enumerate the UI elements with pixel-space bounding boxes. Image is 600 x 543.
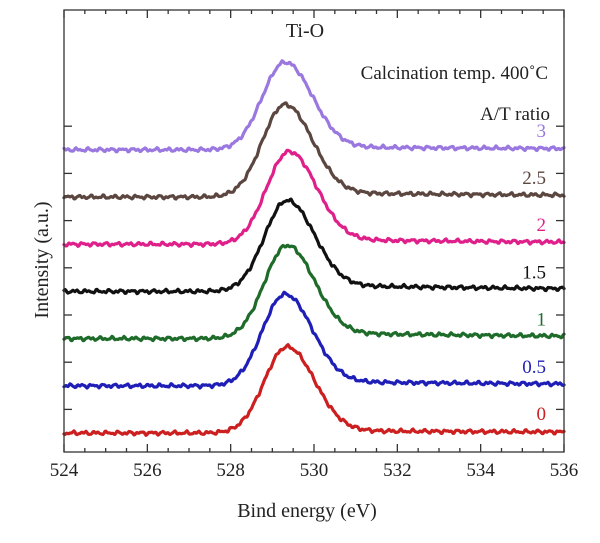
legend-title: A/T ratio [480, 104, 550, 125]
spectra-curves [62, 59, 566, 437]
chart-title: Ti-O [286, 20, 324, 42]
x-axis-label: Bind energy (eV) [237, 500, 377, 522]
series-curve [62, 101, 566, 201]
series-curve [62, 59, 566, 154]
series-label: 0.5 [522, 357, 546, 378]
series-curve [62, 148, 566, 248]
series-labels: 0 0.5 1 1.5 2 2.5 3 [522, 121, 546, 425]
series-label: 0 [537, 404, 547, 425]
x-tick-label: 532 [383, 460, 412, 481]
series-label: 2 [537, 215, 547, 236]
series-curve [62, 197, 566, 296]
x-tick-label: 536 [550, 460, 579, 481]
x-tick-labels: 524 526 528 530 532 534 536 [50, 460, 579, 481]
axis-ticks [63, 10, 565, 452]
series-curve [62, 343, 566, 437]
series-curve [62, 290, 566, 390]
x-tick-label: 524 [50, 460, 79, 481]
y-axis-label: Intensity (a.u.) [31, 201, 53, 318]
series-label: 1.5 [522, 262, 546, 283]
series-curve [62, 243, 566, 343]
series-label: 2.5 [522, 168, 546, 189]
series-label: 3 [537, 121, 547, 142]
x-tick-label: 534 [466, 460, 495, 481]
x-tick-label: 530 [300, 460, 329, 481]
plot-frame [63, 9, 565, 453]
x-tick-label: 528 [216, 460, 245, 481]
x-tick-label: 526 [133, 460, 162, 481]
series-label: 1 [537, 310, 547, 331]
calcination-annotation: Calcination temp. 400˚C [361, 63, 548, 84]
